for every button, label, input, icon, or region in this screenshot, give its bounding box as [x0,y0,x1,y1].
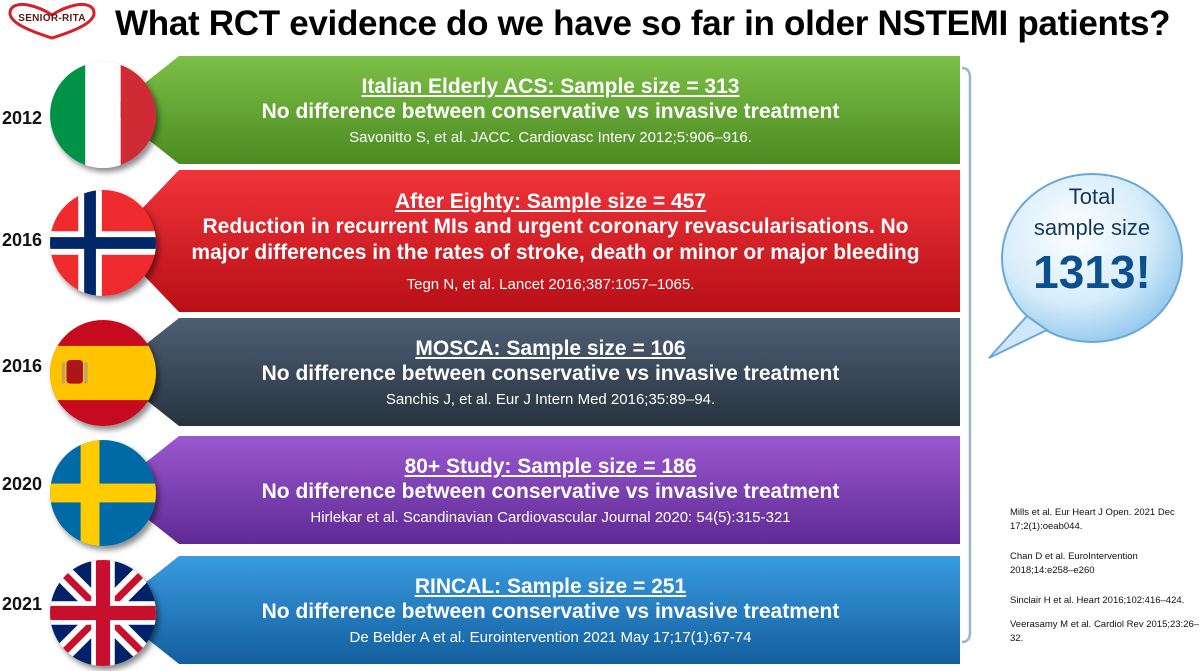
uk-flag-icon [50,560,156,666]
reference: Veerasamy M et al. Cardiol Rev 2015;23:2… [1010,619,1200,644]
year-label: 2012 [2,108,43,128]
total-sample-size: 1313! [1033,246,1151,298]
study-title: After Eighty: Sample size = 457 [394,189,707,213]
study-citation: Hirlekar et al. Scandinavian Cardiovascu… [310,508,791,526]
spain-flag-icon [50,320,156,426]
bubble-label: Total [1068,184,1116,209]
study-finding: No difference between conservative vs in… [261,361,840,385]
study-finding: No difference between conservative vs in… [261,479,840,503]
year-label: 2016 [2,230,43,250]
study-finding: No difference between conservative vs in… [261,599,840,623]
sweden-flag-icon [50,440,156,546]
reference: Chan D et al. EuroIntervention 2018;14:e… [1010,551,1138,576]
bubble-label: sample size [1033,215,1151,240]
study-title: 80+ Study: Sample size = 186 [404,454,697,478]
study-banner-italian-elderly-acs: Italian Elderly ACS: Sample size = 313 N… [111,56,960,164]
study-title: MOSCA: Sample size = 106 [415,336,686,360]
italy-flag-icon [50,62,156,168]
study-citation: Tegn N, et al. Lancet 2016;387:1057–1065… [406,275,695,293]
year-label: 2021 [2,594,43,614]
study-banner-after-eighty: After Eighty: Sample size = 457 Reductio… [111,170,960,312]
study-finding: Reduction in recurrent MIs and urgent co… [191,214,920,264]
logo-text: SENIOR-RITA [18,13,86,24]
reference: Mills et al. Eur Heart J Open. 2021 Dec … [1010,507,1175,532]
grouping-bracket [960,66,978,644]
study-citation: Sanchis J, et al. Eur J Intern Med 2016;… [385,390,716,408]
study-banner-80-plus: 80+ Study: Sample size = 186 No differen… [111,436,960,544]
study-banner-mosca: MOSCA: Sample size = 106 No difference b… [111,318,960,426]
study-title: RINCAL: Sample size = 251 [414,574,687,598]
study-citation: De Belder A et al. Eurointervention 2021… [349,628,752,646]
senior-rita-logo: SENIOR-RITA [6,2,98,40]
total-sample-speech-bubble [985,168,1185,368]
page-title: What RCT evidence do we have so far in o… [115,4,1171,43]
norway-flag-icon [50,190,156,296]
year-label: 2020 [2,474,43,494]
year-label: 2016 [2,356,43,376]
study-finding: No difference between conservative vs in… [261,99,840,123]
study-title: Italian Elderly ACS: Sample size = 313 [361,74,740,98]
study-citation: Savonitto S, et al. JACC. Cardiovasc Int… [349,128,752,146]
study-banner-rincal: RINCAL: Sample size = 251 No difference … [111,556,960,664]
reference: Sinclair H et al. Heart 2016;102:416–424… [1010,595,1185,606]
